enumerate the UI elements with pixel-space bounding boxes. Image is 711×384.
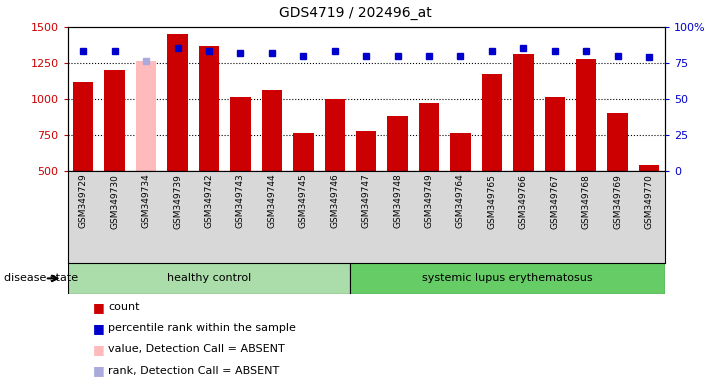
Text: value, Detection Call = ABSENT: value, Detection Call = ABSENT	[108, 344, 285, 354]
Text: ■: ■	[92, 364, 105, 377]
Bar	[262, 90, 282, 171]
Text: GSM349767: GSM349767	[550, 174, 560, 228]
Bar	[419, 103, 439, 171]
Bar	[545, 98, 565, 171]
Text: GSM349765: GSM349765	[488, 174, 496, 228]
Text: GSM349770: GSM349770	[645, 174, 653, 228]
Bar	[356, 131, 376, 171]
Bar	[324, 99, 345, 171]
Text: GSM349749: GSM349749	[424, 174, 434, 228]
Text: GSM349730: GSM349730	[110, 174, 119, 228]
Text: GSM349744: GSM349744	[267, 174, 277, 228]
Text: GDS4719 / 202496_at: GDS4719 / 202496_at	[279, 7, 432, 20]
Text: GSM349768: GSM349768	[582, 174, 591, 228]
Text: GSM349742: GSM349742	[205, 174, 213, 228]
Text: disease state: disease state	[4, 273, 77, 283]
Text: GSM349748: GSM349748	[393, 174, 402, 228]
Text: GSM349769: GSM349769	[613, 174, 622, 228]
Text: GSM349764: GSM349764	[456, 174, 465, 228]
Text: GSM349734: GSM349734	[141, 174, 151, 228]
Text: ■: ■	[92, 301, 105, 314]
Text: percentile rank within the sample: percentile rank within the sample	[108, 323, 296, 333]
Bar	[68, 263, 351, 294]
Text: systemic lupus erythematosus: systemic lupus erythematosus	[422, 273, 593, 283]
Bar	[607, 113, 628, 171]
Text: GSM349746: GSM349746	[330, 174, 339, 228]
Bar	[450, 134, 471, 171]
Text: rank, Detection Call = ABSENT: rank, Detection Call = ABSENT	[108, 366, 279, 376]
Bar	[230, 98, 251, 171]
Bar	[481, 74, 502, 171]
Text: GSM349766: GSM349766	[519, 174, 528, 228]
Bar	[293, 134, 314, 171]
Text: GSM349743: GSM349743	[236, 174, 245, 228]
Text: ■: ■	[92, 322, 105, 335]
Bar	[73, 82, 93, 171]
Bar	[136, 61, 156, 171]
Bar	[351, 263, 665, 294]
Text: healthy control: healthy control	[167, 273, 251, 283]
Bar	[167, 34, 188, 171]
Bar	[199, 46, 219, 171]
Bar	[576, 59, 597, 171]
Text: GSM349739: GSM349739	[173, 174, 182, 228]
Text: count: count	[108, 302, 139, 312]
Text: GSM349747: GSM349747	[362, 174, 370, 228]
Text: ■: ■	[92, 343, 105, 356]
Text: GSM349745: GSM349745	[299, 174, 308, 228]
Text: GSM349729: GSM349729	[79, 174, 87, 228]
Bar	[639, 165, 659, 171]
Bar	[387, 116, 408, 171]
Bar	[513, 53, 533, 171]
Bar	[105, 70, 125, 171]
